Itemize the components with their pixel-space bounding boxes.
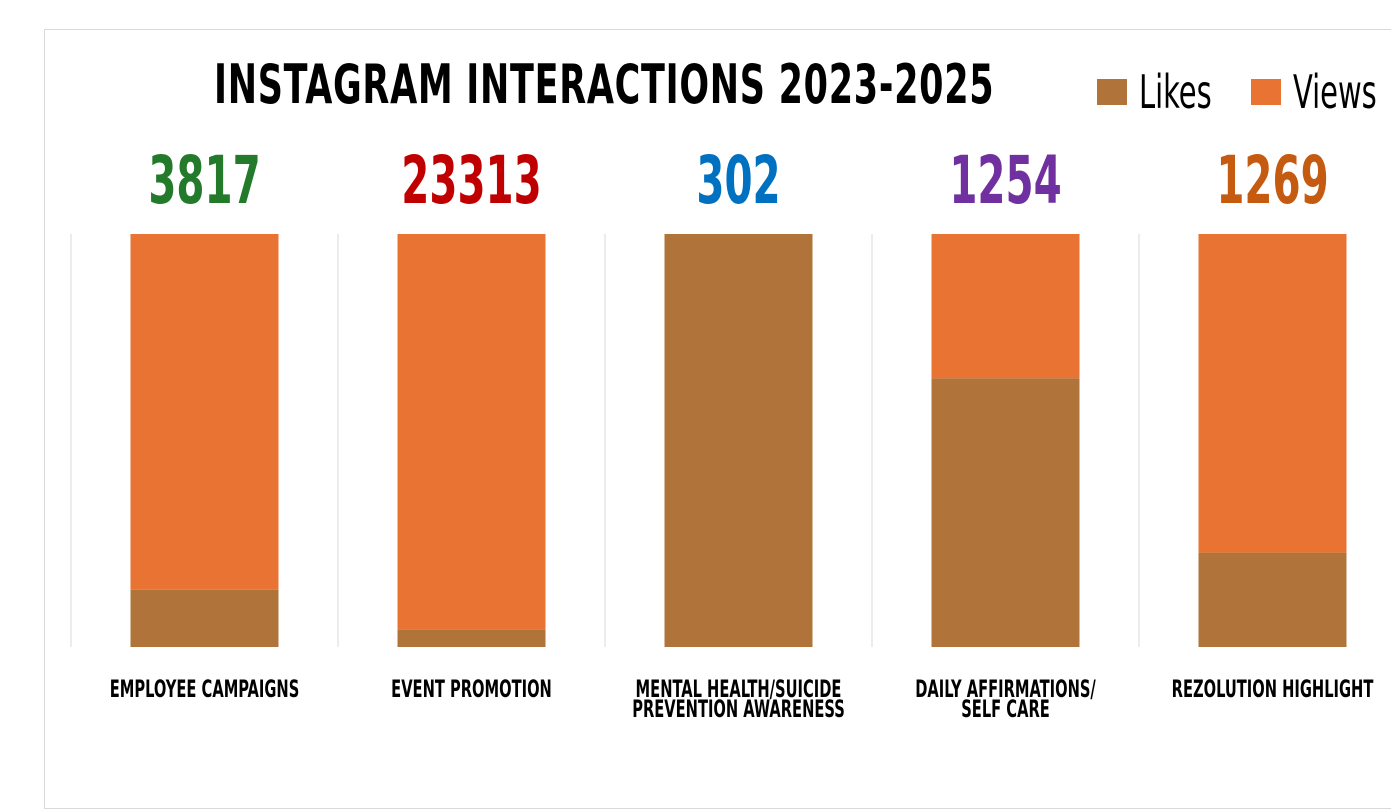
bar-likes-3 xyxy=(664,234,813,647)
bar-views-1 xyxy=(130,234,279,590)
bar-views-4 xyxy=(931,234,1080,379)
category-label-5: REZOLUTION HIGHLIGHT xyxy=(1172,675,1374,703)
legend-item-views: Views xyxy=(1251,65,1391,119)
bar-likes-4 xyxy=(931,378,1080,647)
bar-likes-2 xyxy=(397,629,546,647)
total-label-1: 3817 xyxy=(148,143,260,219)
legend-swatch-views xyxy=(1251,79,1281,105)
category-label-2: EVENT PROMOTION xyxy=(391,675,552,703)
bar-views-2 xyxy=(397,234,546,630)
category-label-1: EMPLOYEE CAMPAIGNS xyxy=(110,675,300,703)
category-label-4: SELF CARE xyxy=(961,695,1050,723)
category-label-4: DAILY AFFIRMATIONS/ xyxy=(915,675,1096,703)
legend-label-likes: Likes xyxy=(1139,65,1212,119)
total-label-3: 302 xyxy=(696,143,780,219)
category-label-3: MENTAL HEALTH/SUICIDE xyxy=(636,675,842,703)
legend-swatch-likes xyxy=(1097,79,1127,105)
legend-item-likes: Likes xyxy=(1097,65,1243,119)
total-label-2: 23313 xyxy=(401,143,541,219)
chart-title: INSTAGRAM INTERACTIONS 2023-2025 xyxy=(214,53,995,116)
total-label-5: 1269 xyxy=(1216,143,1328,219)
bar-likes-1 xyxy=(130,589,279,647)
total-label-4: 1254 xyxy=(949,143,1061,219)
bar-views-5 xyxy=(1198,234,1347,553)
legend-label-views: Views xyxy=(1293,65,1377,119)
chart-plot: 3817 EMPLOYEE CAMPAIGNS 23313 EVENT PROMOTI… xyxy=(70,143,1374,723)
category-label-3: PREVENTION AWARENESS xyxy=(632,695,845,723)
bar-likes-5 xyxy=(1198,552,1347,647)
